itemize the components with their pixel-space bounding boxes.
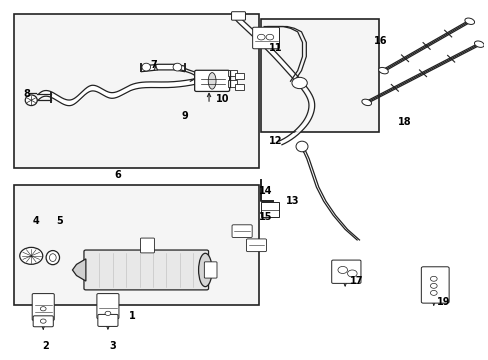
Ellipse shape bbox=[378, 67, 387, 74]
FancyBboxPatch shape bbox=[98, 314, 118, 327]
Circle shape bbox=[265, 34, 273, 40]
Ellipse shape bbox=[198, 253, 212, 287]
Text: 18: 18 bbox=[397, 117, 411, 127]
FancyBboxPatch shape bbox=[231, 12, 245, 20]
Ellipse shape bbox=[142, 63, 150, 71]
Text: 15: 15 bbox=[259, 212, 272, 222]
FancyBboxPatch shape bbox=[84, 250, 208, 290]
Bar bbox=[261, 202, 279, 217]
Text: 14: 14 bbox=[259, 186, 272, 195]
Bar bbox=[234, 73, 244, 80]
Text: 11: 11 bbox=[268, 43, 282, 53]
Text: 19: 19 bbox=[436, 297, 449, 307]
Text: 2: 2 bbox=[42, 341, 49, 351]
Text: 9: 9 bbox=[181, 112, 187, 121]
Bar bbox=[227, 69, 237, 76]
Text: 10: 10 bbox=[216, 94, 229, 104]
Ellipse shape bbox=[295, 141, 307, 152]
Ellipse shape bbox=[361, 99, 371, 105]
Ellipse shape bbox=[173, 63, 182, 71]
Bar bbox=[15, 185, 258, 305]
Text: 4: 4 bbox=[33, 216, 40, 226]
Text: 5: 5 bbox=[57, 216, 63, 226]
Ellipse shape bbox=[208, 73, 216, 89]
Polygon shape bbox=[72, 259, 86, 281]
FancyBboxPatch shape bbox=[194, 70, 229, 91]
Circle shape bbox=[429, 276, 436, 281]
Ellipse shape bbox=[473, 41, 483, 48]
Circle shape bbox=[41, 307, 46, 311]
Ellipse shape bbox=[46, 251, 60, 265]
Text: 16: 16 bbox=[373, 36, 387, 46]
FancyBboxPatch shape bbox=[246, 239, 266, 252]
FancyBboxPatch shape bbox=[232, 225, 252, 238]
Circle shape bbox=[257, 34, 264, 40]
FancyBboxPatch shape bbox=[97, 294, 119, 319]
Bar bbox=[261, 19, 378, 132]
FancyBboxPatch shape bbox=[421, 267, 448, 303]
FancyBboxPatch shape bbox=[204, 262, 217, 278]
FancyBboxPatch shape bbox=[331, 260, 360, 283]
Ellipse shape bbox=[25, 95, 37, 105]
FancyBboxPatch shape bbox=[140, 238, 154, 253]
Text: 12: 12 bbox=[268, 136, 282, 146]
Circle shape bbox=[429, 283, 436, 288]
Ellipse shape bbox=[49, 254, 56, 261]
Circle shape bbox=[20, 247, 42, 264]
Text: 13: 13 bbox=[285, 196, 299, 206]
Circle shape bbox=[291, 77, 306, 89]
Text: 3: 3 bbox=[109, 341, 116, 351]
Circle shape bbox=[105, 311, 111, 315]
Bar bbox=[227, 80, 237, 86]
FancyBboxPatch shape bbox=[33, 316, 53, 327]
Ellipse shape bbox=[464, 18, 474, 24]
Text: 17: 17 bbox=[349, 275, 363, 285]
Text: 7: 7 bbox=[150, 60, 157, 70]
Bar bbox=[15, 14, 258, 168]
Circle shape bbox=[337, 266, 347, 274]
Text: 8: 8 bbox=[23, 89, 30, 99]
FancyBboxPatch shape bbox=[32, 294, 54, 320]
Circle shape bbox=[429, 291, 436, 295]
Circle shape bbox=[41, 319, 46, 323]
Bar bbox=[234, 84, 244, 90]
Text: 6: 6 bbox=[114, 170, 121, 180]
FancyBboxPatch shape bbox=[252, 27, 279, 49]
Text: 1: 1 bbox=[128, 311, 135, 321]
Circle shape bbox=[347, 270, 356, 277]
